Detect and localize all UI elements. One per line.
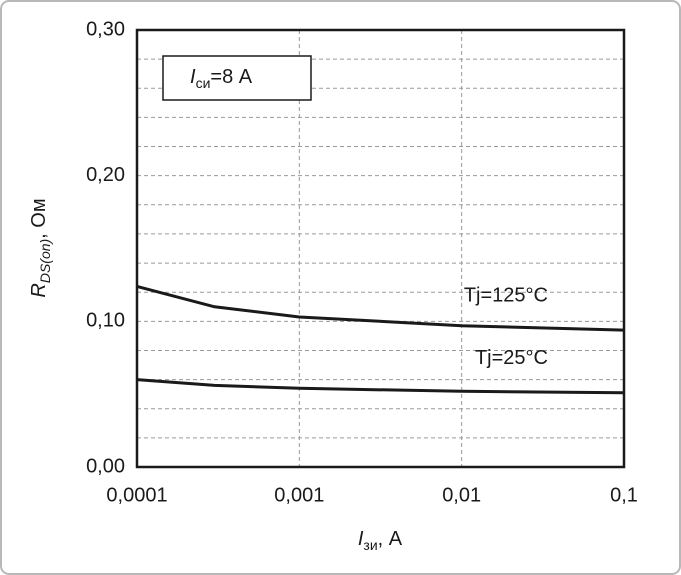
x-label-rest: , А [378,528,403,550]
y-label-sub: DS(on) [37,239,53,283]
series-label: Tj=125°C [464,284,548,306]
x-tick-label: 0,1 [610,484,638,506]
annotation-rest: =8 А [210,66,252,88]
annotation: Iси=8 А [190,66,253,90]
y-tick-label: 0,10 [86,310,125,332]
plot-border [135,28,626,469]
series-line [136,378,625,395]
annotation-box [162,55,312,101]
y-tick-label: 0,30 [86,18,125,40]
x-tick-label: 0,0001 [106,484,167,506]
x-tick-label: 0,001 [274,484,324,506]
series-label: Tj=25°C [475,347,548,369]
y-label-rest: , Ом [28,198,50,238]
annotation-main: I [190,66,196,88]
y-tick-label: 0,20 [86,164,125,186]
y-tick-label: 0,00 [86,455,125,477]
annotation-sub: си [196,75,211,91]
x-label-main: I [358,528,364,550]
y-label-main: R [28,283,50,297]
series-line [136,284,625,332]
x-tick-label: 0,01 [442,484,481,506]
x-label-sub: зи [363,537,377,553]
x-axis-label: Iзи, А [358,528,403,552]
y-axis-label: RDS(on), Ом [28,198,52,297]
